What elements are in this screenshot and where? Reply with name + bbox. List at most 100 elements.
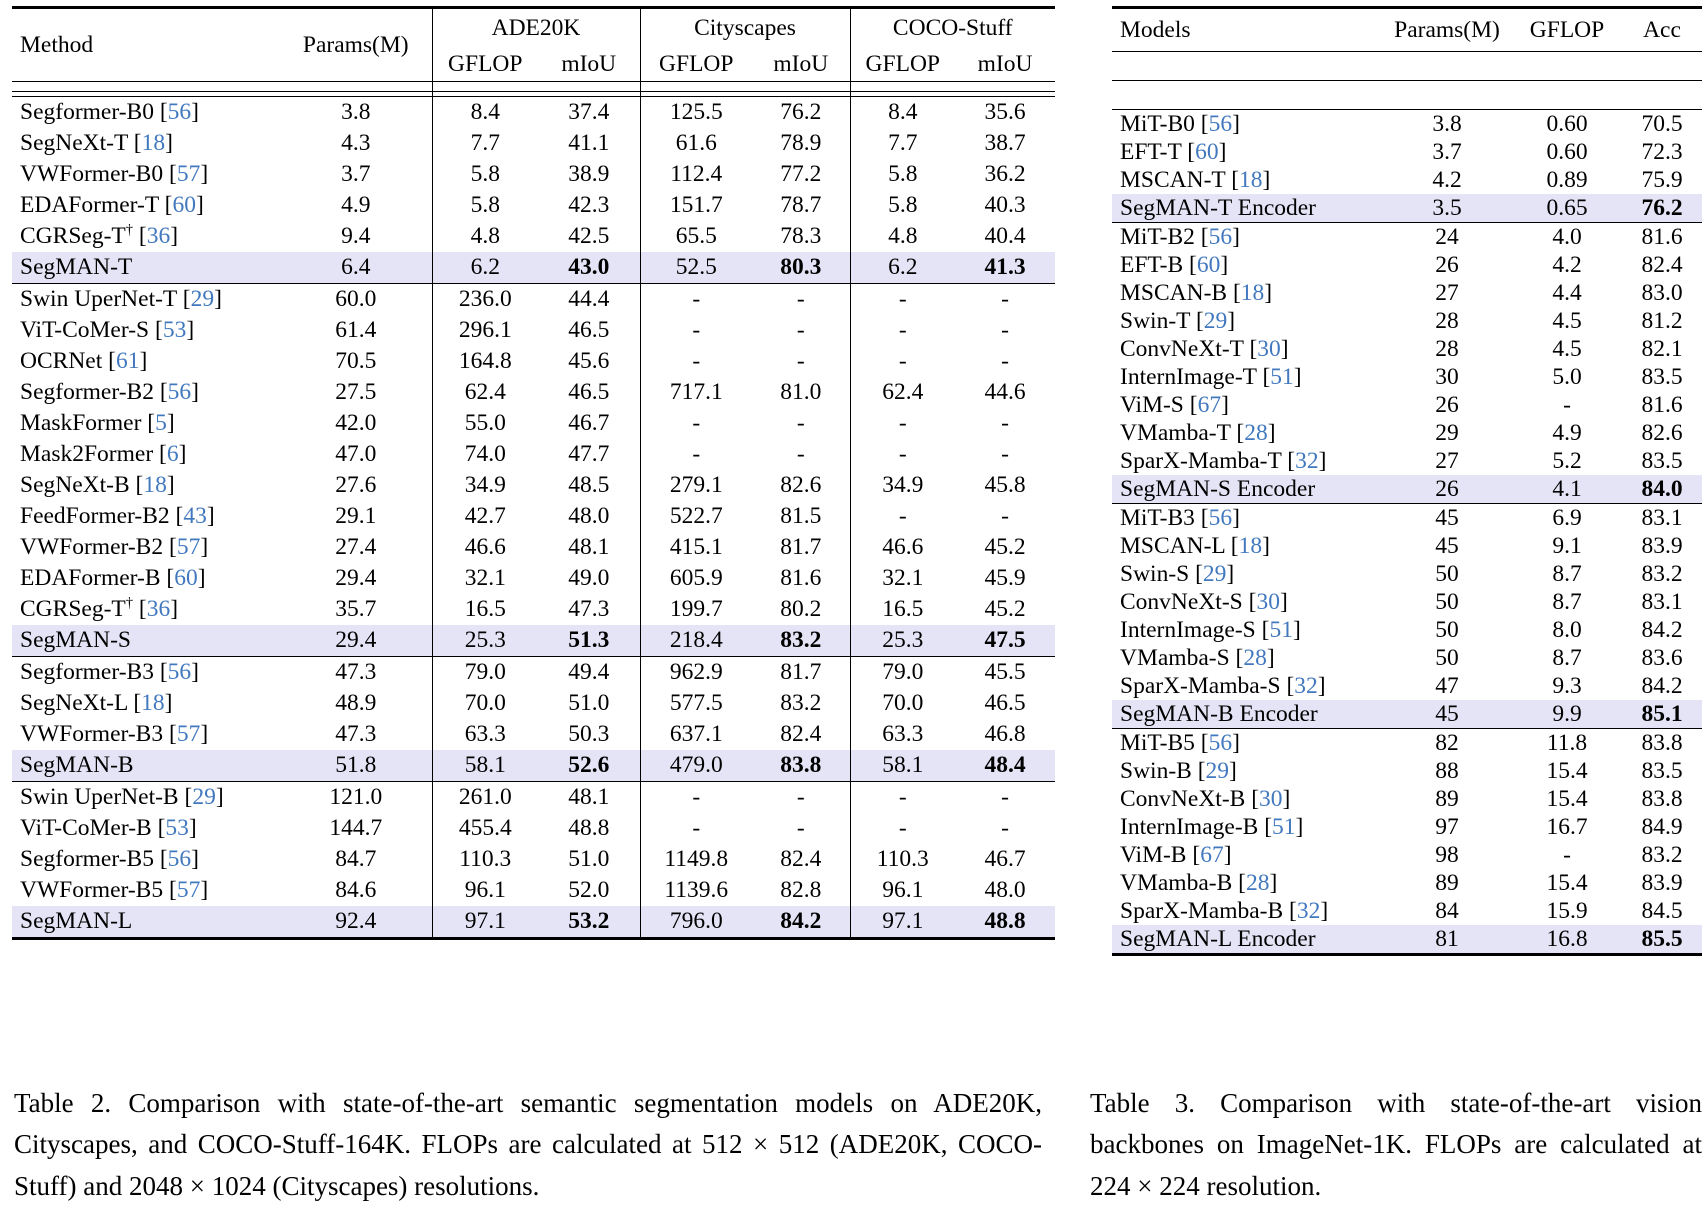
col-header-acc: Acc <box>1643 16 1681 43</box>
col-header-gflop: GFLOP <box>639 47 752 82</box>
method-cell: SegNeXt-B [18] <box>20 472 175 498</box>
citation-link[interactable]: 51 <box>1269 616 1293 643</box>
value-cell: - <box>1001 286 1009 312</box>
citation-link[interactable]: 18 <box>1240 279 1265 306</box>
value-cell: 82.4 <box>1641 251 1683 278</box>
citation-link[interactable]: 67 <box>1197 391 1222 418</box>
value-cell: 605.9 <box>639 563 752 594</box>
col-header-params: Params(M) <box>1394 16 1500 43</box>
citation-link[interactable]: 6 <box>166 441 179 467</box>
value-cell: - <box>639 439 752 470</box>
value-cell: 45.2 <box>984 534 1026 560</box>
value-cell: - <box>1563 391 1571 418</box>
citation-link[interactable]: 51 <box>1270 363 1294 390</box>
citation-link[interactable]: 29 <box>1203 307 1228 334</box>
citation-link[interactable]: 56 <box>167 379 192 405</box>
citation-link[interactable]: 57 <box>176 534 201 560</box>
citation-link[interactable]: 60 <box>1195 138 1219 165</box>
table-row: SegMAN-T Encoder 3.5 0.65 76.2 <box>1112 194 1702 223</box>
citation-link[interactable]: 60 <box>1196 251 1221 278</box>
citation-link[interactable]: 18 <box>141 130 166 156</box>
citation-link[interactable]: 30 <box>1256 588 1280 615</box>
value-cell: 236.0 <box>431 283 538 315</box>
value-cell: 84 <box>1435 897 1459 924</box>
citation-link[interactable]: 28 <box>1243 644 1267 671</box>
group-header-cityscapes: Cityscapes <box>639 7 851 47</box>
value-cell: - <box>639 813 752 844</box>
value-cell: 4.9 <box>1552 419 1582 446</box>
citation-link[interactable]: 30 <box>1257 335 1281 362</box>
value-cell: 82.8 <box>780 877 822 903</box>
citation-link[interactable]: 29 <box>1202 560 1227 587</box>
citation-link[interactable]: 56 <box>1208 504 1233 531</box>
citation-link[interactable]: 57 <box>176 877 201 903</box>
citation-link[interactable]: 61 <box>115 348 140 374</box>
value-cell: 52.0 <box>568 877 610 903</box>
value-cell: 47.3 <box>335 659 377 685</box>
value-cell: 27 <box>1435 279 1459 306</box>
citation-link[interactable]: 36 <box>146 596 171 622</box>
citation-link[interactable]: 18 <box>141 690 165 716</box>
method-cell: SegMAN-L <box>20 908 133 934</box>
citation-link[interactable]: 56 <box>167 846 192 872</box>
value-cell: 0.60 <box>1546 110 1588 137</box>
citation-link[interactable]: 18 <box>1239 166 1263 193</box>
citation-link[interactable]: 67 <box>1200 841 1224 868</box>
method-cell: VWFormer-B5 [57] <box>20 877 209 903</box>
value-cell: 96.1 <box>431 875 538 906</box>
citation-link[interactable]: 29 <box>192 784 216 810</box>
citation-link[interactable]: 57 <box>176 721 201 747</box>
value-cell: 25.3 <box>849 625 956 657</box>
value-cell: 44.6 <box>984 379 1026 405</box>
method-cell: ViM-S [67] <box>1120 391 1229 418</box>
table-row: VWFormer-B5 [57] 84.6 96.1 52.0 1139.6 82.8 96… <box>12 875 1055 906</box>
citation-link[interactable]: 56 <box>1208 110 1233 137</box>
value-cell: 70.0 <box>849 688 956 719</box>
method-cell: Swin-B [29] <box>1120 757 1237 784</box>
value-cell: 89 <box>1435 785 1459 812</box>
value-cell: 1149.8 <box>639 844 752 875</box>
value-cell: 81.0 <box>780 379 822 405</box>
citation-link[interactable]: 32 <box>1296 897 1321 924</box>
table-row: SegNeXt-T [18] 4.3 7.7 41.1 61.6 78.9 7.7 38.7 <box>12 128 1055 159</box>
citation-link[interactable]: 53 <box>162 317 187 343</box>
table-row: Segformer-B2 [56] 27.5 62.4 46.5 717.1 81.0 62… <box>12 377 1055 408</box>
value-cell: 199.7 <box>639 594 752 625</box>
citation-link[interactable]: 18 <box>143 472 167 498</box>
table-row: MiT-B5 [56] 82 11.8 83.8 <box>1112 729 1702 758</box>
citation-link[interactable]: 56 <box>167 659 192 685</box>
citation-link[interactable]: 43 <box>183 503 207 529</box>
citation-link[interactable]: 36 <box>146 223 171 249</box>
citation-link[interactable]: 18 <box>1238 532 1263 559</box>
table-row: SparX-Mamba-S [32] 47 9.3 84.2 <box>1112 672 1702 700</box>
citation-link[interactable]: 30 <box>1259 785 1283 812</box>
citation-link[interactable]: 56 <box>1208 729 1233 756</box>
citation-link[interactable]: 51 <box>1272 813 1296 840</box>
value-cell: 6.4 <box>341 254 371 280</box>
citation-link[interactable]: 29 <box>190 286 215 312</box>
method-cell: SparX-Mamba-T [32] <box>1120 447 1327 474</box>
citation-link[interactable]: 5 <box>155 410 167 436</box>
citation-link[interactable]: 56 <box>167 99 192 125</box>
citation-link[interactable]: 60 <box>174 565 198 591</box>
value-cell: 85.5 <box>1641 925 1683 952</box>
value-cell: 70.5 <box>1641 110 1683 137</box>
table-row: Segformer-B5 [56] 84.7 110.3 51.0 1149.8 82.4… <box>12 844 1055 875</box>
method-cell: SegNeXt-T [18] <box>20 130 173 156</box>
value-cell: 84.2 <box>1641 672 1683 699</box>
value-cell: 3.8 <box>1432 110 1462 137</box>
citation-link[interactable]: 29 <box>1205 757 1230 784</box>
citation-link[interactable]: 28 <box>1244 419 1268 446</box>
method-cell: EDAFormer-T [60] <box>20 192 204 218</box>
citation-link[interactable]: 32 <box>1294 672 1318 699</box>
value-cell: 83.8 <box>780 752 822 778</box>
citation-link[interactable]: 60 <box>172 192 196 218</box>
citation-link[interactable]: 32 <box>1295 447 1319 474</box>
value-cell: 30 <box>1435 363 1459 390</box>
citation-link[interactable]: 28 <box>1245 869 1270 896</box>
table-row: ViT-CoMer-S [53] 61.4 296.1 46.5 - - - - <box>12 315 1055 346</box>
citation-link[interactable]: 56 <box>1208 223 1233 250</box>
method-cell: MiT-B0 [56] <box>1120 110 1240 137</box>
citation-link[interactable]: 57 <box>176 161 201 187</box>
citation-link[interactable]: 53 <box>165 815 189 841</box>
